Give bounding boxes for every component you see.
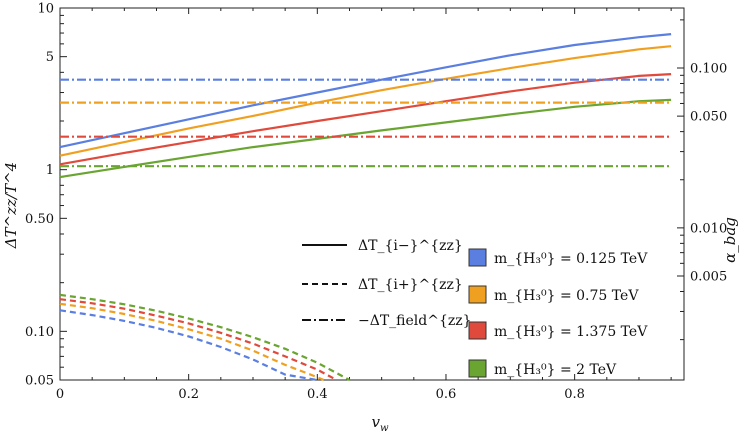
mass-legend: m_{H₃⁰} = 0.125 TeV m_{H₃⁰} = 0.75 TeV m_{… (468, 248, 648, 378)
legend-swatch-m2 (468, 359, 487, 378)
y-tick-label: 10 (37, 2, 54, 17)
x-tick-label: 0 (56, 387, 64, 402)
legend-swatch-m075 (468, 285, 487, 304)
series-line-dashed-m0125 (59, 309, 318, 382)
y2-axis-title: α_bag (721, 217, 739, 263)
legend-label-m075: m_{H₃⁰} = 0.75 TeV (494, 288, 639, 304)
y-axis-title: ΔT^zz/T^4 (2, 162, 20, 249)
series-line-solid-m075 (59, 45, 672, 157)
y-tick-label: 0.50 (25, 212, 54, 227)
legend-label-dashdot: −ΔT_field^{zz} (358, 313, 472, 329)
plot-area: 0 0.2 0.4 0.6 0.8 0.05 0.10 0.50 1 5 10 0.005 0.010 0… (25, 2, 727, 403)
x-tick-label: 0.4 (307, 387, 328, 402)
series-group (59, 33, 672, 382)
y-tick-label: 0.10 (25, 325, 54, 340)
series-line-solid-m2 (59, 98, 672, 179)
y2-tick-label: 0.050 (690, 110, 727, 125)
y-tick-label: 0.05 (25, 374, 54, 389)
legend-swatch-m0125 (468, 248, 487, 267)
legend-label-m1375: m_{H₃⁰} = 1.375 TeV (494, 324, 648, 340)
axis-ticks: 0 0.2 0.4 0.6 0.8 0.05 0.10 0.50 1 5 10 0.005 0.010 0… (25, 2, 727, 403)
legend-swatch-m1375 (468, 321, 487, 340)
x-axis-title: vw (371, 413, 388, 434)
y-tick-label: 1 (46, 163, 54, 178)
line-style-legend: ΔT_{i−}^{zz} ΔT_{i+}^{zz} −ΔT_field^{zz} (302, 238, 472, 329)
plot-frame (59, 7, 685, 381)
y-tick-label: 5 (46, 50, 54, 65)
series-line-dashed-m075 (59, 302, 325, 382)
legend-label-solid: ΔT_{i−}^{zz} (358, 238, 463, 254)
legend-label-m0125: m_{H₃⁰} = 0.125 TeV (494, 251, 648, 267)
y2-tick-label: 0.100 (690, 62, 727, 77)
y2-tick-label: 0.005 (690, 270, 727, 285)
series-line-dashed-m2 (59, 293, 351, 381)
series-line-dashed-m1375 (59, 298, 338, 381)
x-tick-label: 0.6 (436, 387, 457, 402)
x-tick-label: 0.8 (564, 387, 585, 402)
legend-label-dashed: ΔT_{i+}^{zz} (358, 277, 463, 293)
series-line-solid-m1375 (59, 73, 672, 166)
legend-label-m2: m_{H₃⁰} = 2 TeV (494, 362, 617, 378)
series-line-solid-m0125 (59, 33, 672, 149)
y2-tick-label: 0.010 (690, 221, 727, 236)
x-tick-label: 0.2 (178, 387, 199, 402)
